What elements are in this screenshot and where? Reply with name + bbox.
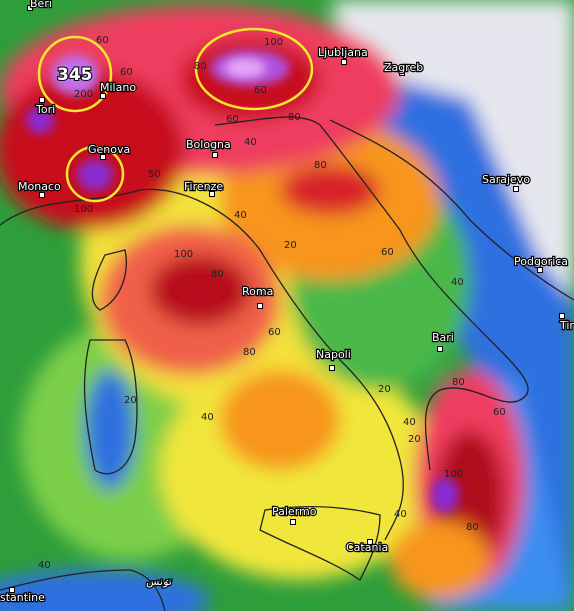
city-label: Genova	[88, 143, 130, 156]
city-marker	[399, 70, 405, 76]
city-label: Catania	[346, 541, 388, 554]
city-marker	[165, 579, 171, 585]
contour-label: 40	[451, 277, 464, 288]
city-marker	[559, 313, 565, 319]
city-marker	[290, 519, 296, 525]
contour-label: 80	[466, 522, 479, 533]
city-marker	[9, 587, 15, 593]
contour-label: 80	[314, 160, 327, 171]
city-label: Milano	[100, 81, 136, 94]
contour-label: 50	[148, 169, 161, 180]
city-label: Zagreb	[384, 61, 423, 74]
contour-label: 80	[452, 377, 465, 388]
contour-label: 40	[234, 210, 247, 221]
city-label: Tir	[559, 319, 574, 332]
city-label: Napoli	[316, 348, 351, 361]
city-marker	[39, 192, 45, 198]
contour-label: 100	[174, 249, 193, 260]
city-marker	[212, 152, 218, 158]
city-marker	[100, 154, 106, 160]
contour-label: 100	[74, 204, 93, 215]
city-label: Tori	[35, 103, 55, 116]
contour-label: 60	[254, 85, 267, 96]
contour-label: 60	[226, 114, 239, 125]
city-marker	[513, 186, 519, 192]
city-marker	[329, 365, 335, 371]
contour-label: 200	[74, 89, 93, 100]
maximum-label: 345	[57, 65, 93, 85]
city-label: stantine	[0, 591, 45, 604]
contour-label: 40	[201, 412, 214, 423]
contour-label: 20	[284, 240, 297, 251]
contour-label: 80	[288, 112, 301, 123]
city-marker	[27, 5, 33, 11]
contour-label: 40	[38, 560, 51, 571]
city-marker	[100, 93, 106, 99]
contour-label: 60	[96, 35, 109, 46]
contour-label: 60	[268, 327, 281, 338]
contour-label: 40	[244, 137, 257, 148]
highlight-circles	[37, 27, 314, 203]
city-marker	[209, 191, 215, 197]
contour-label: 100	[444, 469, 463, 480]
contour-label: 40	[394, 509, 407, 520]
city-label: Firenze	[184, 180, 223, 193]
city-label: Bologna	[186, 138, 231, 151]
contour-label: 20	[124, 395, 137, 406]
contour-label: 80	[243, 347, 256, 358]
contour-label: 60	[120, 67, 133, 78]
contour-label: 80	[211, 269, 224, 280]
city-label: Podgorica	[514, 255, 568, 268]
city-label: Ljubljana	[318, 46, 368, 59]
city-label: Berı	[30, 0, 52, 10]
city-label: Monaco	[18, 180, 61, 193]
city-label: Roma	[242, 285, 273, 298]
city-marker	[257, 303, 263, 309]
contour-label: 60	[381, 247, 394, 258]
city-marker	[39, 97, 45, 103]
city-label: Bari	[432, 331, 454, 344]
contour-label: 80	[194, 61, 207, 72]
contour-label: 40	[403, 417, 416, 428]
contour-label: 20	[408, 434, 421, 445]
city-label: تونس	[146, 575, 172, 588]
city-marker	[341, 59, 347, 65]
city-label: Palermo	[272, 505, 317, 518]
contour-label: 20	[378, 384, 391, 395]
city-marker	[437, 346, 443, 352]
city-marker	[367, 539, 373, 545]
contour-label: 60	[493, 407, 506, 418]
city-label: Sarajevo	[482, 173, 530, 186]
contour-label: 100	[264, 37, 283, 48]
city-marker	[537, 267, 543, 273]
